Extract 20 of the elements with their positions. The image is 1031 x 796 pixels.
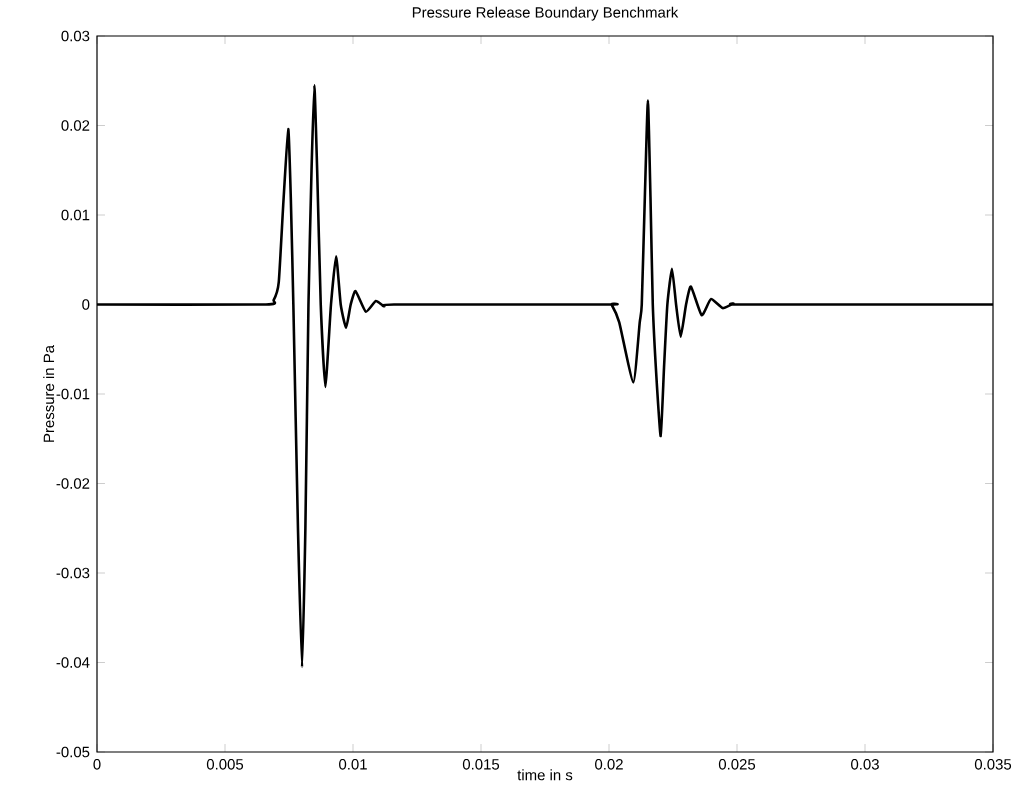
- chart-title: Pressure Release Boundary Benchmark: [412, 6, 679, 21]
- x-tick-label: 0.015: [462, 759, 500, 770]
- x-tick-label: 0.02: [595, 759, 623, 770]
- x-tick-label: 0.03: [851, 759, 879, 770]
- x-tick-label: 0.01: [339, 759, 367, 770]
- y-tick-label: -0.02: [56, 478, 90, 489]
- y-tick-label: -0.01: [56, 388, 90, 400]
- y-tick-label: -0.05: [56, 746, 90, 758]
- x-tick-label: 0: [93, 759, 101, 770]
- x-axis-title: time in s: [517, 769, 573, 781]
- y-tick-label: -0.04: [56, 657, 90, 668]
- y-tick-label: -0.03: [56, 567, 90, 579]
- x-tick-label: 0.025: [718, 759, 756, 770]
- y-tick-label: 0.03: [61, 30, 90, 42]
- y-tick-label: 0.01: [61, 209, 90, 221]
- x-tick-label: 0.005: [206, 759, 244, 770]
- y-tick-label: 0: [82, 299, 90, 310]
- y-axis-title: Pressure in Pa: [43, 345, 55, 442]
- x-tick-label: 0.035: [974, 759, 1012, 770]
- y-tick-label: 0.02: [61, 120, 90, 131]
